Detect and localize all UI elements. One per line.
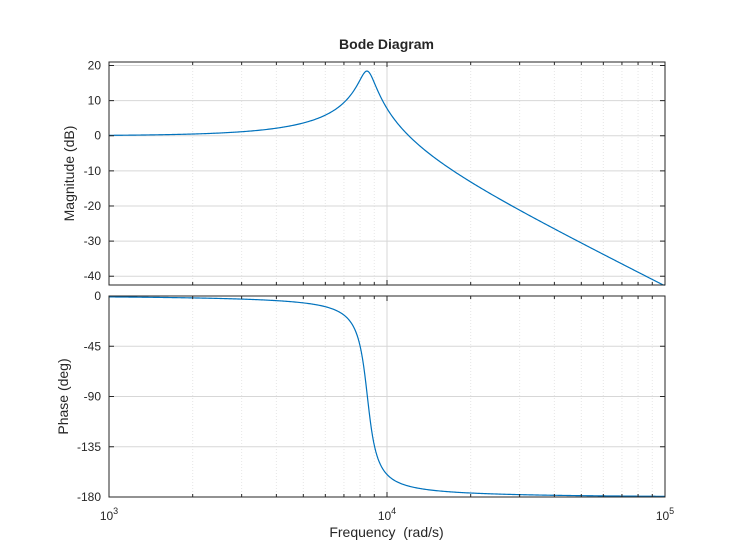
y-tick-label: -90 <box>84 390 102 404</box>
phase-ylabel: Phase (deg) <box>55 358 71 434</box>
y-tick-label: 0 <box>94 289 101 303</box>
y-tick-label: 20 <box>88 59 102 73</box>
magnitude-series-line <box>108 70 665 286</box>
y-tick-label: 0 <box>94 129 101 143</box>
y-tick-label: -10 <box>84 164 102 178</box>
x-tick-label: 105 <box>656 506 674 523</box>
magnitude-plot: 20 10 0 -10 -20 -30 -40 Magnitude (dB) <box>61 59 666 286</box>
magnitude-grid <box>109 62 665 285</box>
y-tick-label: -135 <box>77 440 101 454</box>
x-tick-label: 103 <box>100 506 118 523</box>
chart-title: Bode Diagram <box>339 36 434 52</box>
magnitude-ticks: 20 10 0 -10 -20 -30 -40 <box>84 59 665 285</box>
phase-grid <box>109 295 665 498</box>
x-tick-label: 104 <box>378 506 396 523</box>
phase-ticks: 0 -45 -90 -135 -180 <box>77 289 665 504</box>
x-axis-label: Frequency (rad/s) <box>329 524 443 540</box>
y-tick-label: -40 <box>84 269 102 283</box>
y-tick-label: 10 <box>88 94 102 108</box>
phase-plot: 0 -45 -90 -135 -180 Phase (deg) <box>55 289 666 504</box>
magnitude-ylabel: Magnitude (dB) <box>61 126 77 222</box>
y-tick-label: -20 <box>84 199 102 213</box>
y-tick-label: -45 <box>84 339 102 353</box>
x-tick-labels: 103 104 105 <box>100 506 674 523</box>
magnitude-curve <box>108 70 665 286</box>
phase-series-line <box>109 296 665 497</box>
phase-curve <box>109 296 665 497</box>
y-tick-label: -180 <box>77 490 101 504</box>
y-tick-label: -30 <box>84 234 102 248</box>
